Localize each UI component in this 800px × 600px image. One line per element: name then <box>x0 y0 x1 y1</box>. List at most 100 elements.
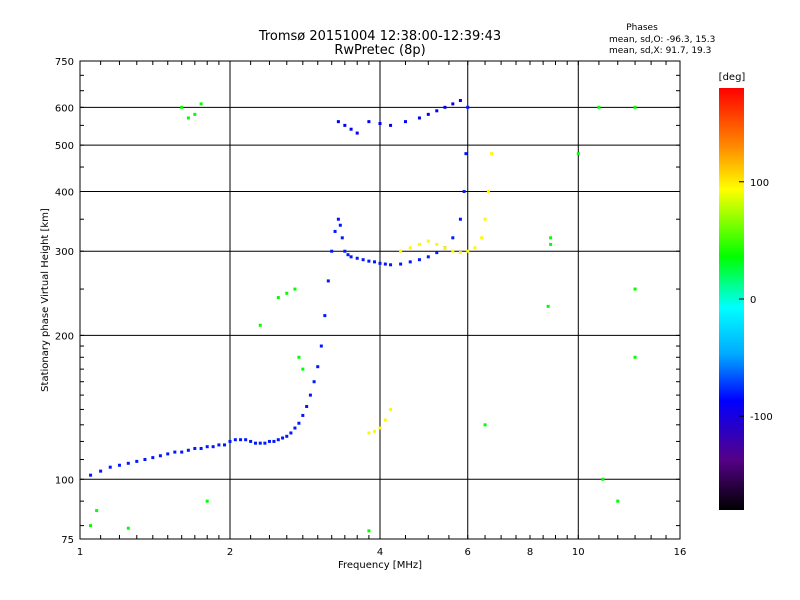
data-point <box>616 499 620 503</box>
colorbar-ticks: 100 0 -100 <box>739 178 773 423</box>
data-point <box>333 229 337 233</box>
data-point <box>319 344 323 348</box>
data-point <box>349 255 353 259</box>
data-point <box>323 314 327 318</box>
data-point <box>399 262 403 266</box>
data-point <box>451 236 455 240</box>
data-point <box>546 304 550 308</box>
data-point <box>417 258 421 262</box>
data-point <box>399 249 403 253</box>
x-tick-label: 1 <box>77 547 83 558</box>
data-point <box>451 102 455 106</box>
x-tick-label: 2 <box>227 547 233 558</box>
y-tick-label: 500 <box>55 141 74 152</box>
data-point <box>205 499 209 503</box>
chart-subtitle: RwPretec (8p) <box>334 43 425 58</box>
data-point <box>166 452 170 456</box>
y-axis-label: Stationary phase Virtual Height [km] <box>40 208 51 392</box>
data-point <box>408 246 412 250</box>
data-point <box>276 296 280 300</box>
data-point <box>158 454 162 458</box>
data-point <box>633 355 637 359</box>
data-point <box>217 443 221 447</box>
data-point <box>633 105 637 109</box>
data-point <box>285 434 289 438</box>
data-point <box>193 446 197 450</box>
data-point <box>458 99 462 103</box>
data-point <box>326 279 330 283</box>
data-point <box>186 448 190 452</box>
data-point <box>426 255 430 259</box>
data-point <box>408 260 412 264</box>
data-point <box>443 105 447 109</box>
data-point <box>473 246 477 250</box>
data-point <box>389 123 393 127</box>
data-point <box>272 439 276 443</box>
data-point <box>258 323 262 327</box>
data-point <box>458 217 462 221</box>
data-point <box>367 431 371 435</box>
data-point <box>378 426 382 430</box>
data-point <box>336 217 340 221</box>
data-point <box>426 239 430 243</box>
data-point <box>249 439 253 443</box>
y-tick-label: 75 <box>61 535 74 546</box>
data-point <box>89 473 93 477</box>
data-point <box>263 441 267 445</box>
data-point <box>95 509 99 513</box>
data-point <box>601 477 605 481</box>
data-point <box>343 249 347 253</box>
x-axis-label: Frequency [MHz] <box>338 560 422 571</box>
data-point <box>355 256 359 260</box>
data-point <box>403 120 407 124</box>
data-point <box>383 262 387 266</box>
colorbar-tick-label: -100 <box>750 412 773 423</box>
y-tick-label: 300 <box>55 247 74 258</box>
data-point <box>258 441 262 445</box>
data-point <box>490 152 494 156</box>
data-point <box>301 413 305 417</box>
data-point <box>486 189 490 193</box>
data-point <box>301 367 305 371</box>
data-point <box>330 249 334 253</box>
y-tick-label: 750 <box>55 57 74 68</box>
data-point <box>117 463 121 467</box>
data-point <box>462 189 466 193</box>
data-point <box>293 426 297 430</box>
data-point <box>349 127 353 131</box>
data-point <box>343 123 347 127</box>
data-point <box>367 529 371 533</box>
data-point <box>293 287 297 291</box>
data-point <box>417 242 421 246</box>
data-point <box>297 421 301 425</box>
data-point <box>143 457 147 461</box>
data-point <box>233 438 237 442</box>
chart-title: Tromsø 20151004 12:38:00-12:39:43 <box>258 29 501 44</box>
data-point <box>367 259 371 263</box>
data-point <box>239 438 243 442</box>
x-tick-label: 16 <box>674 547 687 558</box>
data-point <box>199 102 203 106</box>
data-point <box>466 105 470 109</box>
data-point <box>205 445 209 449</box>
data-point <box>373 429 377 433</box>
data-point <box>549 242 553 246</box>
data-point <box>464 152 468 156</box>
data-point <box>367 120 371 124</box>
data-point <box>108 465 112 469</box>
data-point <box>99 469 103 473</box>
grid-lines <box>80 61 680 539</box>
data-point <box>443 246 447 250</box>
data-point <box>193 112 197 116</box>
x-tick-label: 10 <box>572 547 585 558</box>
data-point <box>435 109 439 113</box>
y-tick-label: 200 <box>55 331 74 342</box>
data-point <box>389 407 393 411</box>
data-point <box>480 236 484 240</box>
data-point <box>597 105 601 109</box>
data-point <box>346 253 350 257</box>
y-tick-label: 600 <box>55 103 74 114</box>
data-point <box>435 242 439 246</box>
data-point <box>305 404 309 408</box>
data-point <box>281 436 285 440</box>
